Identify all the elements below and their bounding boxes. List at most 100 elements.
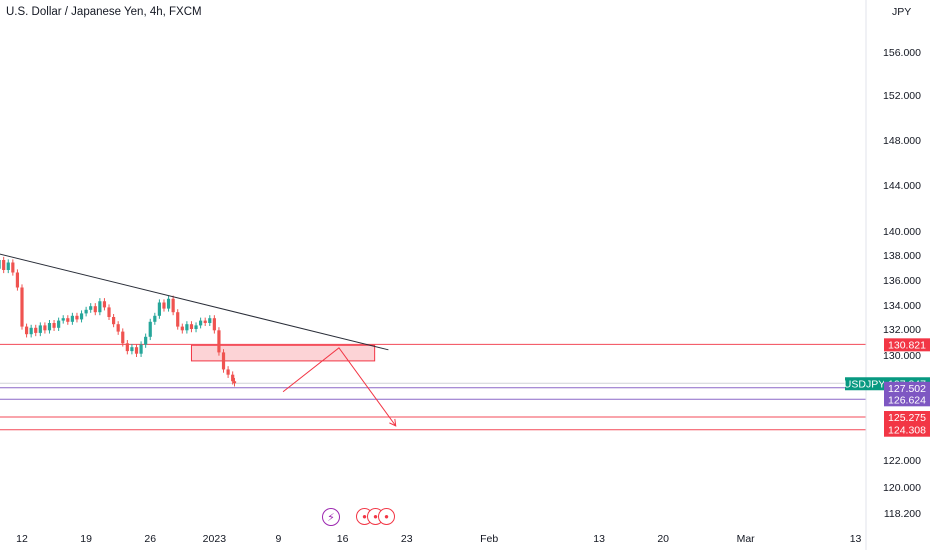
time-tick-label: 2023 (203, 533, 227, 545)
candle (153, 315, 157, 322)
candle (0, 260, 1, 269)
price-tag (884, 423, 930, 437)
candle (2, 260, 6, 270)
event-icons: ⚡ ● ● ● (322, 508, 395, 526)
candle (61, 318, 65, 321)
candle (15, 272, 20, 288)
candle (189, 324, 194, 329)
currency-label: JPY (892, 6, 912, 18)
candle (66, 318, 70, 322)
candle (130, 347, 134, 352)
price-tick-label: 156.000 (883, 47, 921, 59)
candle (232, 381, 237, 384)
price-tag-label: 126.624 (888, 394, 926, 406)
price-tick-label: 152.000 (883, 90, 921, 102)
candle (89, 306, 93, 310)
candle (194, 325, 198, 329)
chart-title: U.S. Dollar / Japanese Yen, 4h, FXCM (6, 6, 202, 18)
candle (199, 320, 203, 326)
candle (171, 298, 175, 313)
candle (43, 325, 47, 331)
price-tick-label: 144.000 (883, 180, 921, 192)
candle (139, 344, 143, 354)
candle (212, 318, 216, 331)
price-tag (884, 338, 930, 352)
price-tick-label: 132.000 (883, 324, 921, 336)
candle (38, 325, 42, 333)
candle (112, 317, 116, 325)
candle (70, 315, 74, 322)
candle (57, 320, 61, 328)
price-tick-label: 140.000 (883, 226, 921, 238)
candles (0, 256, 237, 387)
price-axis[interactable]: 156.000 152.000 148.000 144.000 140.000 138.0… (883, 47, 921, 520)
candle (203, 320, 207, 323)
candle (98, 301, 102, 313)
candle (144, 336, 148, 345)
horizontal-levels (0, 343, 866, 431)
candle (52, 323, 56, 328)
candle (6, 262, 10, 270)
price-tick-label: 120.000 (883, 482, 921, 494)
price-tag-label: 125.275 (888, 412, 926, 424)
candle (176, 312, 180, 327)
price-tag-label: 127.502 (888, 383, 926, 395)
candle (185, 324, 189, 331)
time-tick-label: 26 (144, 533, 156, 545)
candle (93, 306, 97, 313)
price-tick-label: 138.000 (883, 250, 921, 262)
candle (34, 327, 38, 333)
time-tick-label: 20 (657, 533, 669, 545)
time-tick-label: Feb (480, 533, 498, 545)
projection-arrowhead (389, 418, 397, 427)
time-tick-label: 23 (401, 533, 413, 545)
candle (11, 262, 15, 273)
resistance-zone (190, 344, 376, 362)
price-tick-label: 122.000 (883, 455, 921, 467)
time-tick-label: 12 (16, 533, 28, 545)
time-tick-label: 16 (337, 533, 349, 545)
candle (221, 352, 226, 370)
candle (162, 302, 166, 309)
projection-layer[interactable] (282, 347, 397, 427)
candle (231, 374, 235, 382)
time-tick-label: 9 (276, 533, 282, 545)
trendline-layer[interactable] (0, 237, 389, 351)
candle (226, 369, 230, 375)
price-tags: 130.821USDJPY127.847127.502126.624125.27… (844, 338, 930, 437)
price-tag (884, 393, 930, 407)
time-tick-label: Mar (737, 533, 756, 545)
candle (24, 326, 29, 335)
resistance-zone-layer (190, 344, 376, 362)
candle (125, 343, 129, 352)
time-tick-label: 13 (850, 533, 862, 545)
candle (166, 298, 171, 309)
flash-icon[interactable]: ⚡ (322, 508, 340, 526)
candle (121, 331, 125, 344)
price-tag (884, 411, 930, 425)
price-tag-label: 124.308 (888, 425, 926, 437)
candle (29, 327, 33, 335)
candle (107, 307, 111, 317)
candle (84, 309, 88, 314)
price-tick-label: 134.000 (883, 300, 921, 312)
price-tick-label: 130.000 (883, 350, 921, 362)
price-tick-label: 136.000 (883, 275, 921, 287)
candle (217, 330, 221, 353)
candle (180, 326, 184, 331)
candle (148, 321, 152, 337)
symbol-tag-label: USDJPY (844, 378, 885, 390)
candle (157, 302, 161, 316)
projection-path (282, 347, 397, 427)
candle (75, 315, 79, 320)
time-tick-label: 19 (80, 533, 92, 545)
symbol-tag (845, 377, 884, 391)
candle (134, 347, 139, 354)
event-icon[interactable]: ● (378, 508, 395, 525)
price-tag (884, 381, 930, 395)
price-tag-label: 130.821 (888, 339, 926, 351)
time-tick-label: 13 (593, 533, 605, 545)
time-axis[interactable]: 12 19 26 2023 9 16 23 Feb 13 20 Mar 13 (16, 533, 861, 545)
price-tick-label: 118.200 (884, 508, 921, 520)
